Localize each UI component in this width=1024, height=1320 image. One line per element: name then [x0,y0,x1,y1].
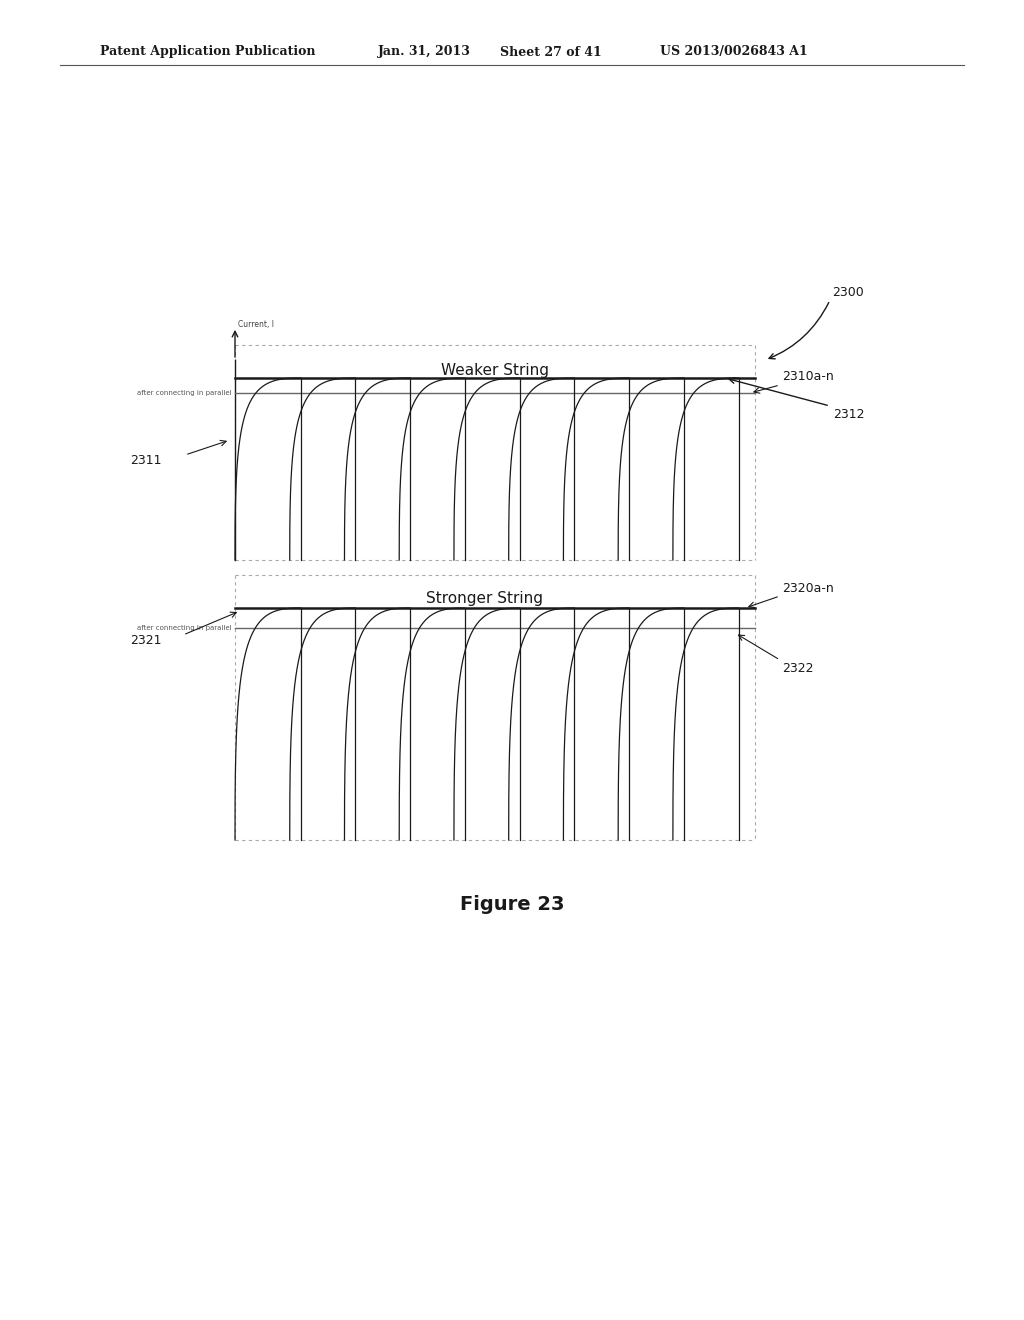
Text: 2320a-n: 2320a-n [782,582,834,594]
Text: Jan. 31, 2013: Jan. 31, 2013 [378,45,471,58]
Text: Weaker String: Weaker String [441,363,549,378]
Text: after connecting in parallel: after connecting in parallel [137,624,232,631]
Text: Patent Application Publication: Patent Application Publication [100,45,315,58]
Text: US 2013/0026843 A1: US 2013/0026843 A1 [660,45,808,58]
Text: 2312: 2312 [833,408,864,421]
Text: Current, I: Current, I [238,319,274,329]
Text: 2310a-n: 2310a-n [782,371,834,384]
Text: 2322: 2322 [782,661,813,675]
Text: Stronger String: Stronger String [427,590,544,606]
Text: 2321: 2321 [130,634,162,647]
Text: 2311: 2311 [130,454,162,466]
Text: 2300: 2300 [831,286,864,300]
Text: Figure 23: Figure 23 [460,895,564,915]
Text: after connecting in parallel: after connecting in parallel [137,389,232,396]
Text: Sheet 27 of 41: Sheet 27 of 41 [500,45,602,58]
